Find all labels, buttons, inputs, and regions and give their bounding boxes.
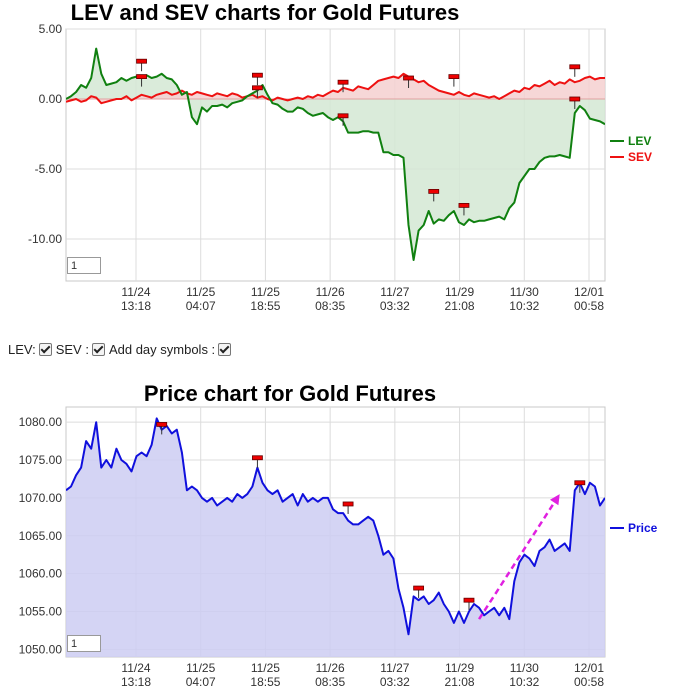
x-tick-label-time: 21:08 [445, 299, 475, 313]
day-marker-icon [136, 58, 147, 64]
x-tick-label-date: 11/29 [445, 661, 474, 675]
series-area-lev [66, 48, 605, 260]
x-tick-label-date: 11/24 [121, 661, 150, 675]
x-tick-label-date: 11/25 [251, 285, 280, 299]
lev-zoom-input[interactable]: 1 [67, 257, 101, 274]
day-marker-icon [252, 85, 263, 91]
x-tick-label-date: 11/24 [121, 285, 150, 299]
y-tick-label: -5.00 [35, 162, 63, 176]
x-tick-label-time: 13:18 [121, 675, 151, 689]
y-tick-label: 1075.00 [19, 453, 63, 467]
x-tick-label-date: 12/01 [574, 285, 604, 299]
day-symbols-label: Add day symbols : [108, 342, 216, 357]
lev-toggle-label: LEV: [8, 342, 36, 357]
x-tick-label-time: 03:32 [380, 675, 410, 689]
day-marker-icon [337, 113, 349, 119]
series-area-price [66, 418, 605, 657]
y-tick-label: 1065.00 [19, 529, 63, 543]
x-tick-label-date: 11/25 [186, 285, 215, 299]
price-chart-title: Price chart for Gold Futures [143, 381, 437, 406]
trend-arrow-head [550, 494, 560, 506]
day-marker-icon [413, 585, 425, 591]
day-marker-icon [156, 422, 168, 427]
x-tick-label-date: 11/26 [316, 661, 345, 675]
y-tick-label: 1060.00 [19, 567, 63, 581]
x-tick-label-date: 11/25 [251, 661, 280, 675]
x-tick-label-date: 11/29 [445, 285, 474, 299]
x-tick-label-time: 10:32 [509, 675, 539, 689]
trend-arrow-line [478, 493, 561, 620]
day-marker-icon [342, 501, 354, 507]
day-marker-icon [458, 202, 470, 208]
legend-label-price: Price [628, 521, 658, 535]
x-tick-label-time: 13:18 [121, 299, 151, 313]
y-tick-label: 1080.00 [19, 415, 63, 429]
x-tick-label-date: 11/26 [316, 285, 345, 299]
x-tick-label-time: 00:58 [574, 675, 604, 689]
y-tick-label: 5.00 [39, 22, 63, 36]
y-tick-label: 0.00 [39, 92, 63, 106]
x-tick-label-time: 18:55 [250, 675, 280, 689]
series-line-lev [66, 47, 605, 261]
chart-controls: LEV: SEV : Add day symbols : [8, 342, 235, 357]
series-layer [66, 47, 605, 261]
series-layer [66, 417, 605, 657]
x-tick-label-time: 08:35 [315, 299, 345, 313]
day-marker-icon [252, 72, 263, 78]
x-tick-label-date: 11/30 [510, 661, 539, 675]
x-tick-label-time: 04:07 [186, 299, 216, 313]
x-tick-label-date: 12/01 [574, 661, 604, 675]
series-line-sev [66, 72, 605, 105]
x-tick-label-time: 04:07 [186, 675, 216, 689]
day-marker-icon [569, 96, 581, 102]
sev-checkbox[interactable] [91, 343, 105, 356]
lev-checkbox[interactable] [38, 343, 52, 356]
series-line-price [66, 417, 605, 636]
day-marker-icon [136, 74, 147, 79]
day-marker-icon [569, 64, 581, 70]
x-tick-label-date: 11/30 [510, 285, 539, 299]
day-marker-icon [574, 480, 586, 486]
legend-label-sev: SEV [628, 150, 652, 164]
day-marker-icon [448, 74, 460, 79]
x-tick-label-time: 21:08 [445, 675, 475, 689]
day-marker-icon [252, 455, 263, 461]
x-tick-label-time: 00:58 [574, 299, 604, 313]
y-tick-label: 1050.00 [19, 642, 63, 656]
x-tick-label-date: 11/25 [186, 661, 215, 675]
sev-toggle-label: SEV : [55, 342, 89, 357]
y-tick-label: 1070.00 [19, 491, 63, 505]
day-marker-icon [463, 597, 475, 603]
x-tick-label-time: 18:55 [250, 299, 280, 313]
x-tick-label-time: 08:35 [315, 675, 345, 689]
x-tick-label-time: 10:32 [509, 299, 539, 313]
day-marker-icon [337, 79, 349, 85]
legend-label-lev: LEV [628, 134, 651, 148]
price-zoom-input[interactable]: 1 [67, 635, 101, 652]
y-tick-label: 1055.00 [19, 605, 63, 619]
lev-sev-chart: 11/2413:1811/2504:0711/2518:5511/2608:35… [28, 22, 652, 313]
x-tick-label-time: 03:32 [380, 299, 410, 313]
day-marker-icon [403, 75, 414, 81]
x-tick-label-date: 11/27 [380, 285, 409, 299]
x-tick-label-date: 11/27 [380, 661, 409, 675]
y-tick-label: -10.00 [28, 232, 62, 246]
day-symbols-checkbox[interactable] [218, 343, 232, 356]
day-marker-icon [428, 188, 440, 194]
lev-sev-chart-title: LEV and SEV charts for Gold Futures [70, 0, 460, 25]
